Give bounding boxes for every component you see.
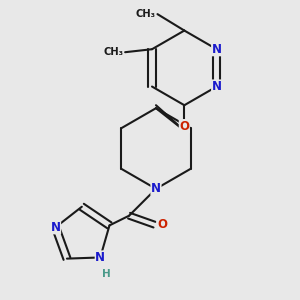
- Text: N: N: [212, 43, 222, 56]
- Text: N: N: [50, 221, 61, 234]
- Text: N: N: [151, 182, 161, 195]
- Text: N: N: [212, 80, 222, 93]
- Text: H: H: [102, 269, 111, 279]
- Text: CH₃: CH₃: [103, 47, 124, 57]
- Text: O: O: [179, 120, 189, 133]
- Text: CH₃: CH₃: [136, 9, 156, 19]
- Text: N: N: [95, 251, 105, 264]
- Text: O: O: [157, 218, 167, 231]
